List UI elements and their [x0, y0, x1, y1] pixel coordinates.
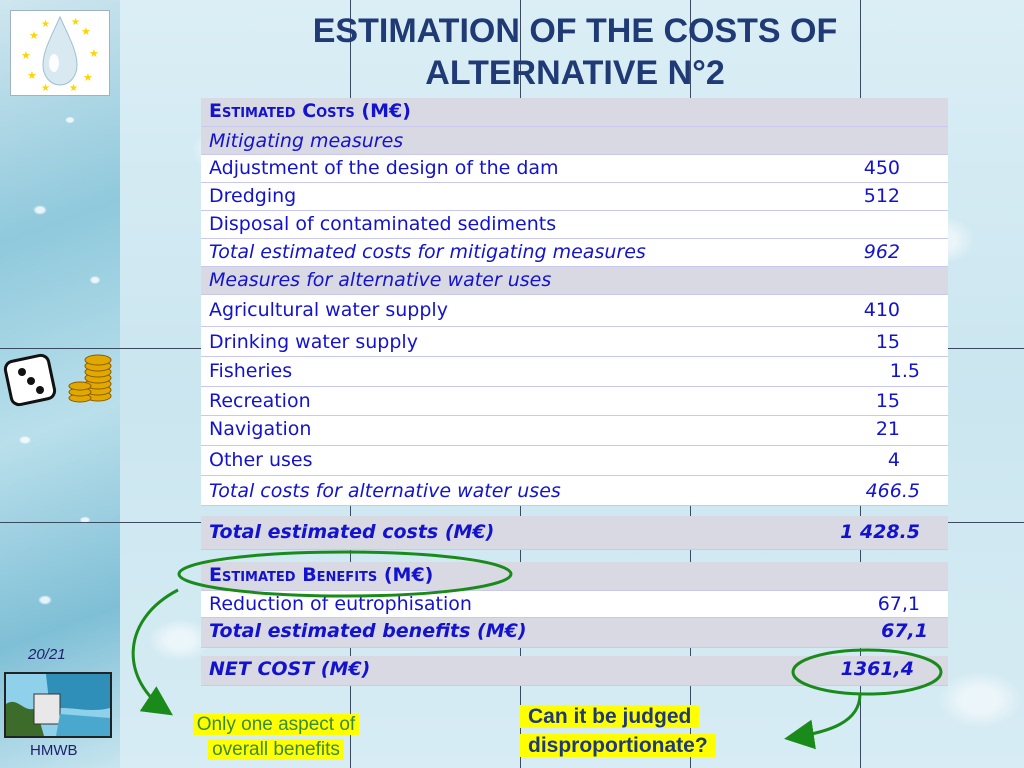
table-row: Recreation 15	[201, 387, 948, 416]
total-benefits-row: Total estimated benefits (M€) 67,1	[201, 618, 948, 648]
svg-text:★: ★	[41, 83, 50, 94]
costs-header: Estimated Costs (M€)	[209, 100, 411, 122]
arrow-right	[784, 693, 862, 750]
dice-icon	[3, 353, 57, 407]
svg-text:★: ★	[69, 83, 78, 94]
mitigating-section-label: Mitigating measures	[209, 130, 404, 152]
total-costs-row: Total estimated costs (M€) 1 428.5	[201, 516, 948, 550]
benefits-header: Estimated Benefits (M€)	[209, 564, 434, 586]
alt-uses-section-label: Measures for alternative water uses	[209, 269, 552, 291]
table-row: Fisheries 1.5	[201, 357, 948, 387]
svg-text:★: ★	[27, 69, 37, 82]
eu-water-logo: ★ ★ ★ ★ ★ ★ ★ ★ ★ ★	[10, 10, 110, 96]
hmwb-thumbnail	[4, 672, 112, 738]
coins-icon	[68, 354, 112, 403]
dam-illustration-icon	[6, 674, 110, 736]
svg-text:★: ★	[71, 17, 80, 28]
dice-coins-illustration	[3, 353, 112, 407]
net-cost-highlight-ellipse	[791, 648, 943, 696]
table-row: Other uses 4	[201, 446, 948, 476]
benefits-header-row: Estimated Benefits (M€)	[201, 562, 948, 591]
cost-table: Estimated Costs (M€) Mitigating measures…	[201, 98, 948, 686]
water-drop-icon: ★ ★ ★ ★ ★ ★ ★ ★ ★ ★	[21, 15, 99, 94]
svg-text:★: ★	[89, 47, 99, 60]
net-cost-row: NET COST (M€) 1361,4	[201, 656, 948, 686]
svg-text:★: ★	[81, 25, 91, 38]
table-row: Disposal of contaminated sediments	[201, 211, 948, 239]
svg-text:★: ★	[21, 49, 31, 62]
callout-disproportionate: Can it be judged disproportionate?	[520, 702, 716, 760]
table-row: Dredging 512	[201, 183, 948, 211]
slide-title: ESTIMATION OF THE COSTS OF ALTERNATIVE N…	[312, 12, 838, 92]
callout-one-aspect: Only one aspect of overall benefits	[170, 712, 382, 762]
costs-header-row: Estimated Costs (M€)	[201, 98, 948, 127]
svg-text:★: ★	[83, 71, 93, 84]
svg-text:★: ★	[41, 19, 50, 30]
table-row: Adjustment of the design of the dam 450	[201, 155, 948, 183]
slide-number: 20/21	[28, 646, 66, 663]
table-row: Drinking water supply 15	[201, 327, 948, 357]
alt-uses-total-row: Total costs for alternative water uses 4…	[201, 476, 948, 506]
mitigating-total-row: Total estimated costs for mitigating mea…	[201, 239, 948, 267]
benefits-highlight-ellipse	[177, 550, 513, 598]
arrow-left	[131, 588, 179, 716]
table-row: Navigation 21	[201, 416, 948, 446]
svg-text:★: ★	[29, 29, 39, 42]
table-row: Agricultural water supply 410	[201, 295, 948, 327]
mitigating-section-row: Mitigating measures	[201, 127, 948, 155]
alt-uses-section-row: Measures for alternative water uses	[201, 267, 948, 295]
footer-label: HMWB	[30, 742, 78, 759]
